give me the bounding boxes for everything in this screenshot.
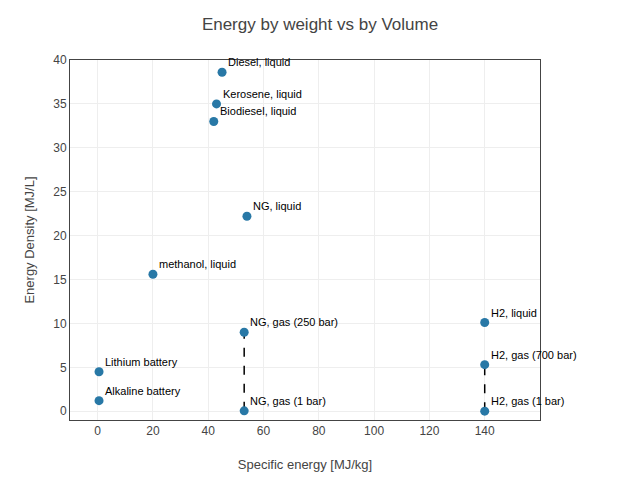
svg-text:25: 25 [53,185,67,199]
svg-text:Biodiesel, liquid: Biodiesel, liquid [220,105,296,117]
svg-text:35: 35 [53,97,67,111]
svg-text:0: 0 [60,404,67,418]
svg-text:Diesel, liquid: Diesel, liquid [228,56,290,68]
svg-text:5: 5 [60,361,67,375]
svg-text:NG, gas (1 bar): NG, gas (1 bar) [250,395,326,407]
svg-text:40: 40 [202,424,216,438]
svg-text:H2, gas (700 bar): H2, gas (700 bar) [491,349,577,361]
svg-text:Lithium battery: Lithium battery [105,356,178,368]
svg-text:20: 20 [53,229,67,243]
svg-text:methanol, liquid: methanol, liquid [159,258,236,270]
svg-text:Kerosene, liquid: Kerosene, liquid [223,88,302,100]
svg-text:Alkaline battery: Alkaline battery [105,385,181,397]
svg-text:40: 40 [53,53,67,67]
svg-text:H2, liquid: H2, liquid [491,307,537,319]
svg-text:20: 20 [146,424,160,438]
svg-text:NG, gas (250 bar): NG, gas (250 bar) [250,316,338,328]
svg-text:140: 140 [475,424,495,438]
svg-text:15: 15 [53,273,67,287]
svg-text:Energy Density [MJ/L]: Energy Density [MJ/L] [22,176,37,303]
svg-text:Energy by weight vs by Volume: Energy by weight vs by Volume [202,15,438,34]
svg-text:80: 80 [312,424,326,438]
svg-text:30: 30 [53,141,67,155]
svg-text:60: 60 [257,424,271,438]
svg-text:0: 0 [94,424,101,438]
svg-text:120: 120 [419,424,439,438]
svg-text:10: 10 [53,317,67,331]
svg-text:Specific energy [MJ/kg]: Specific energy [MJ/kg] [238,457,372,472]
svg-text:NG, liquid: NG, liquid [253,200,301,212]
svg-text:H2, gas (1 bar): H2, gas (1 bar) [491,395,564,407]
svg-text:100: 100 [364,424,384,438]
